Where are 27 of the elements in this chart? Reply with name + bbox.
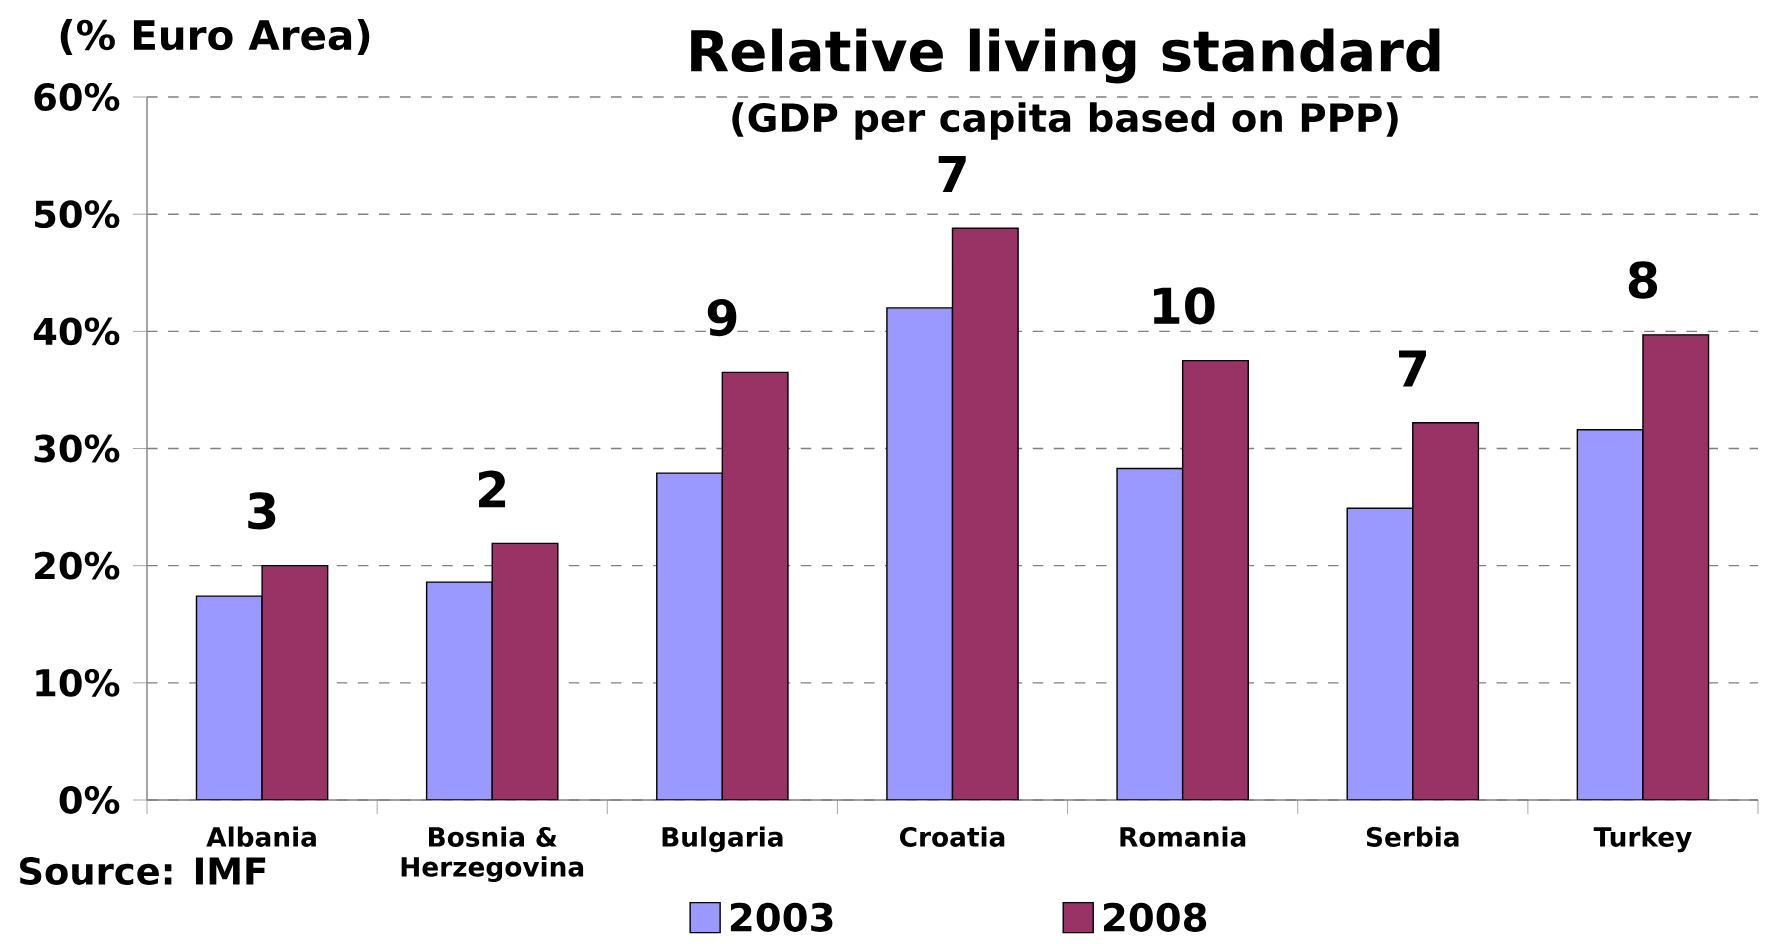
y-tick-label: 30%	[34, 434, 120, 463]
y-tick-label: 0%	[59, 786, 120, 814]
y-tick-label: 10%	[36, 668, 120, 697]
y-tick-label: 20%	[35, 551, 120, 580]
y-tick-label: 40%	[33, 317, 120, 346]
x-tick-label: Serbia	[1366, 826, 1459, 847]
x-tick-label: Bosnia & Herzegovina	[401, 826, 584, 883]
y-tick-label: 60%	[34, 83, 120, 111]
annotation: 7	[938, 156, 966, 192]
annotation: 7	[1398, 350, 1426, 387]
annotation: 8	[1628, 261, 1658, 299]
y-axis-title: (% Euro Area)	[60, 19, 370, 55]
source-note: Source: IMF	[20, 857, 266, 885]
x-tick-label: Bulgaria	[662, 826, 783, 853]
annotation: 3	[248, 492, 276, 530]
annotation: 10	[1153, 287, 1215, 325]
legend-label: 2008	[1103, 902, 1207, 932]
annotation: 2	[479, 470, 506, 508]
y-tick-label: 50%	[35, 200, 120, 229]
x-tick-label: Croatia	[900, 826, 1005, 847]
chart-title: Relative living standard	[691, 28, 1440, 84]
x-tick-label: Albania	[206, 826, 316, 847]
chart-subtitle: (GDP per capita based on PPP)	[732, 102, 1398, 140]
legend-label: 2003	[730, 902, 833, 932]
x-tick-label: Romania	[1120, 826, 1246, 847]
annotation: 9	[707, 298, 737, 337]
x-tick-label: Turkey	[1593, 826, 1692, 853]
